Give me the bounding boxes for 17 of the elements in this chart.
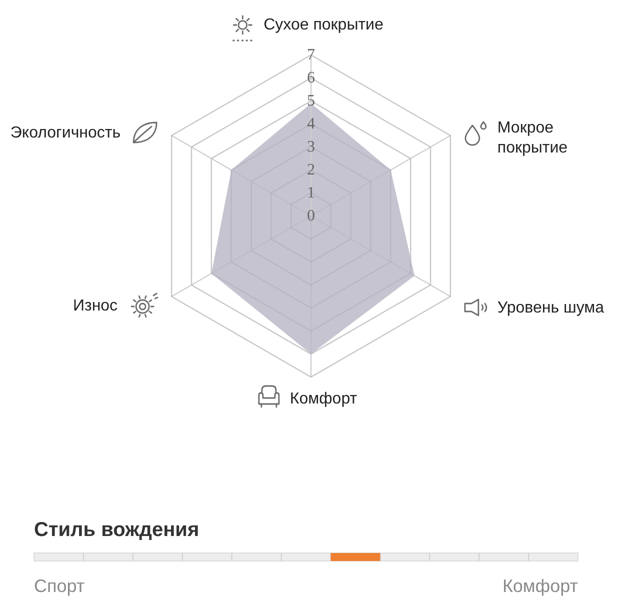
- y-tick-label: 3: [307, 138, 315, 156]
- y-tick-label: 7: [307, 46, 315, 64]
- spoke-label: Износ: [72, 297, 118, 314]
- text: Спорт: [34, 576, 85, 596]
- y-tick-label: 2: [307, 162, 315, 178]
- spoke-label: Сухое покрытие: [264, 16, 384, 34]
- y-tick-label: 6: [307, 70, 315, 86]
- y-tick-label: 0: [307, 208, 315, 224]
- text: Стиль вождения: [34, 519, 200, 541]
- spoke-label: Экологичность: [10, 124, 121, 141]
- y-tick-label: 1: [307, 184, 315, 202]
- spoke-label: Комфорт: [290, 390, 358, 408]
- text: Комфорт: [502, 576, 578, 596]
- y-tick-label: 4: [307, 116, 315, 132]
- spoke-label: Мокрое покрытие: [497, 119, 568, 156]
- y-tick-label: 5: [307, 92, 315, 110]
- spoke-label: Уровень шума: [497, 299, 604, 316]
